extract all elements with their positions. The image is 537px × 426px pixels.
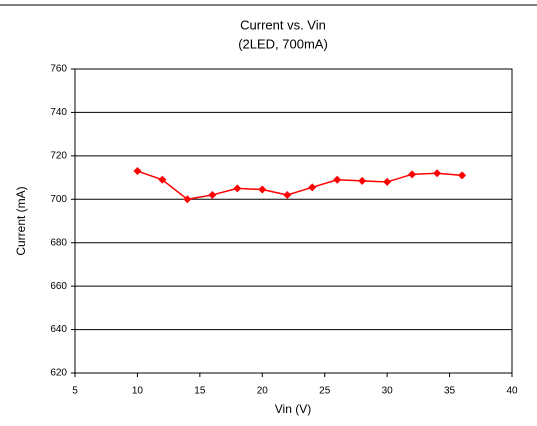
data-point [308, 183, 317, 192]
chart-subtitle: (2LED, 700mA) [238, 36, 328, 51]
x-tick-label: 5 [72, 386, 78, 397]
x-tick-label: 35 [444, 386, 456, 397]
y-tick-label: 620 [50, 368, 67, 379]
plot-area [74, 68, 513, 374]
y-tick-label: 720 [50, 150, 67, 161]
data-point [408, 170, 417, 179]
data-line [137, 170, 463, 201]
x-tick-label: 10 [132, 386, 144, 397]
data-point [433, 169, 442, 178]
chart-title: Current vs. Vin [240, 17, 326, 32]
data-point [283, 190, 292, 199]
data-point [183, 195, 192, 204]
y-tick-label: 660 [50, 281, 67, 292]
y-tick-label: 760 [50, 64, 67, 75]
y-tick-label: 640 [50, 324, 67, 335]
data-point [208, 190, 217, 199]
data-point [233, 184, 242, 193]
x-tick-label: 15 [194, 386, 206, 397]
x-tick-label: 40 [506, 386, 518, 397]
y-axis-title: Current (mA) [14, 186, 28, 255]
data-point [383, 177, 392, 186]
y-tick-label: 700 [50, 194, 67, 205]
data-point [258, 185, 267, 194]
data-point [158, 175, 167, 184]
data-point [133, 167, 142, 176]
data-point [458, 171, 467, 180]
x-tick-label: 25 [319, 386, 331, 397]
y-tick-label: 740 [50, 107, 67, 118]
x-tick-label: 20 [257, 386, 269, 397]
x-axis-title: Vin (V) [275, 402, 311, 416]
y-tick-label: 680 [50, 237, 67, 248]
data-point [333, 175, 342, 184]
data-point [358, 176, 367, 185]
x-tick-label: 30 [382, 386, 394, 397]
